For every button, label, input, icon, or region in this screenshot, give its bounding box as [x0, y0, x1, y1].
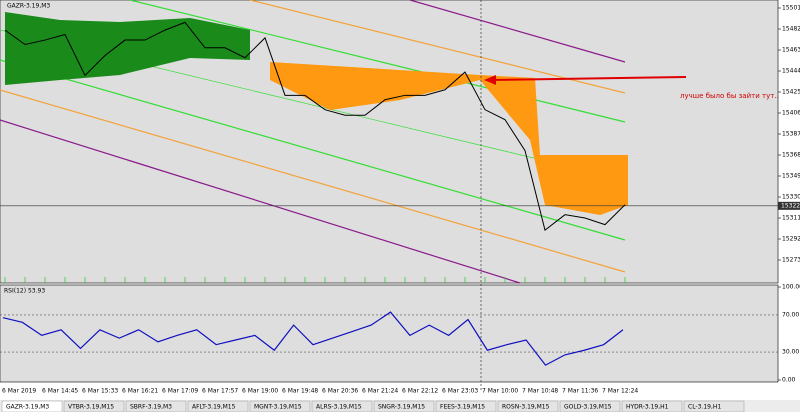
- price-tick-label: 15349: [782, 173, 800, 180]
- annotation: лучше было бы зайти тут..: [680, 92, 779, 100]
- tab-label[interactable]: ROSN-3.19,M15: [502, 404, 550, 411]
- rsi-tick-label: 30.00: [782, 349, 799, 356]
- time-label: 6 Mar 17:09: [162, 388, 198, 395]
- time-label: 7 Mar 11:36: [562, 388, 598, 395]
- tab-label[interactable]: SNGR-3.19,M15: [378, 404, 425, 411]
- time-label: 7 Mar 12:24: [602, 388, 638, 395]
- tab-label[interactable]: GAZR-3.19,M3: [6, 404, 49, 411]
- cloud-orange: [270, 62, 628, 215]
- price-line: [4, 21, 626, 232]
- price-tick-label: 15444: [782, 68, 800, 75]
- rsi-tick-label: 100.00: [782, 284, 800, 291]
- time-label: 6 Mar 19:48: [282, 388, 318, 395]
- rsi-tick-label: 0.00: [782, 377, 796, 384]
- tab-label[interactable]: GOLD-3.19,M15: [564, 404, 612, 411]
- time-label: 6 Mar 16:21: [122, 388, 158, 395]
- time-label: 7 Mar 10:00: [482, 388, 518, 395]
- rsi-line: [2, 311, 624, 366]
- tab-label[interactable]: FEES-3.19,M15: [440, 404, 485, 411]
- tab-label[interactable]: AFLT-3.19,M15: [192, 404, 236, 411]
- price-tick-label: 15482: [782, 26, 800, 33]
- price-tick-label: 15463: [782, 47, 800, 54]
- tab-label[interactable]: VTBR-3.19,M15: [68, 404, 114, 411]
- time-label: 6 Mar 21:24: [362, 388, 398, 395]
- tab-label[interactable]: MGNT-3.19,M15: [254, 404, 302, 411]
- tab-label[interactable]: HYDR-3.19,H1: [626, 404, 669, 411]
- rsi-pane: [0, 284, 779, 383]
- rsi-tick-label: 70.00: [782, 311, 799, 318]
- tab-label[interactable]: SBRF-3.19,M3: [130, 404, 172, 411]
- time-label: 6 Mar 15:33: [82, 388, 118, 395]
- time-label: 6 Mar 22:12: [402, 388, 438, 395]
- cloud-green: [5, 12, 250, 85]
- tab-label[interactable]: ALRS-3.19,M15: [316, 404, 362, 411]
- time-label: 6 Mar 23:03: [442, 388, 478, 395]
- price-tick-label: 15368: [782, 152, 800, 159]
- chart-title: GAZR-3.19,M3: [7, 3, 50, 10]
- current-price-label: 15322: [781, 202, 800, 209]
- time-label: 6 Mar 2019: [2, 388, 36, 395]
- current-price-box: [778, 201, 800, 210]
- tab-label[interactable]: CL-3.19,H1: [688, 404, 721, 411]
- price-tick-label: 15292: [782, 236, 800, 243]
- price-tick-label: 15387: [782, 131, 800, 138]
- time-label: 6 Mar 19:00: [242, 388, 278, 395]
- time-label: 6 Mar 17:57: [202, 388, 238, 395]
- price-tick-label: 15425: [782, 89, 800, 96]
- arrow: [489, 76, 687, 81]
- price-tick-label: 15330: [782, 194, 800, 201]
- time-label: 6 Mar 14:45: [42, 388, 78, 395]
- time-label: 7 Mar 10:48: [522, 388, 558, 395]
- price-tick-label: 15501: [782, 5, 800, 12]
- time-label: 6 Mar 20:36: [322, 388, 358, 395]
- rsi-label: RSI(12) 53.93: [4, 288, 45, 295]
- price-tick-label: 15273: [782, 257, 800, 264]
- close-box[interactable]: [780, 0, 800, 12]
- price-tick-label: 15406: [782, 110, 800, 117]
- price-tick-label: 15311: [782, 215, 800, 222]
- arrow-head: [484, 75, 496, 85]
